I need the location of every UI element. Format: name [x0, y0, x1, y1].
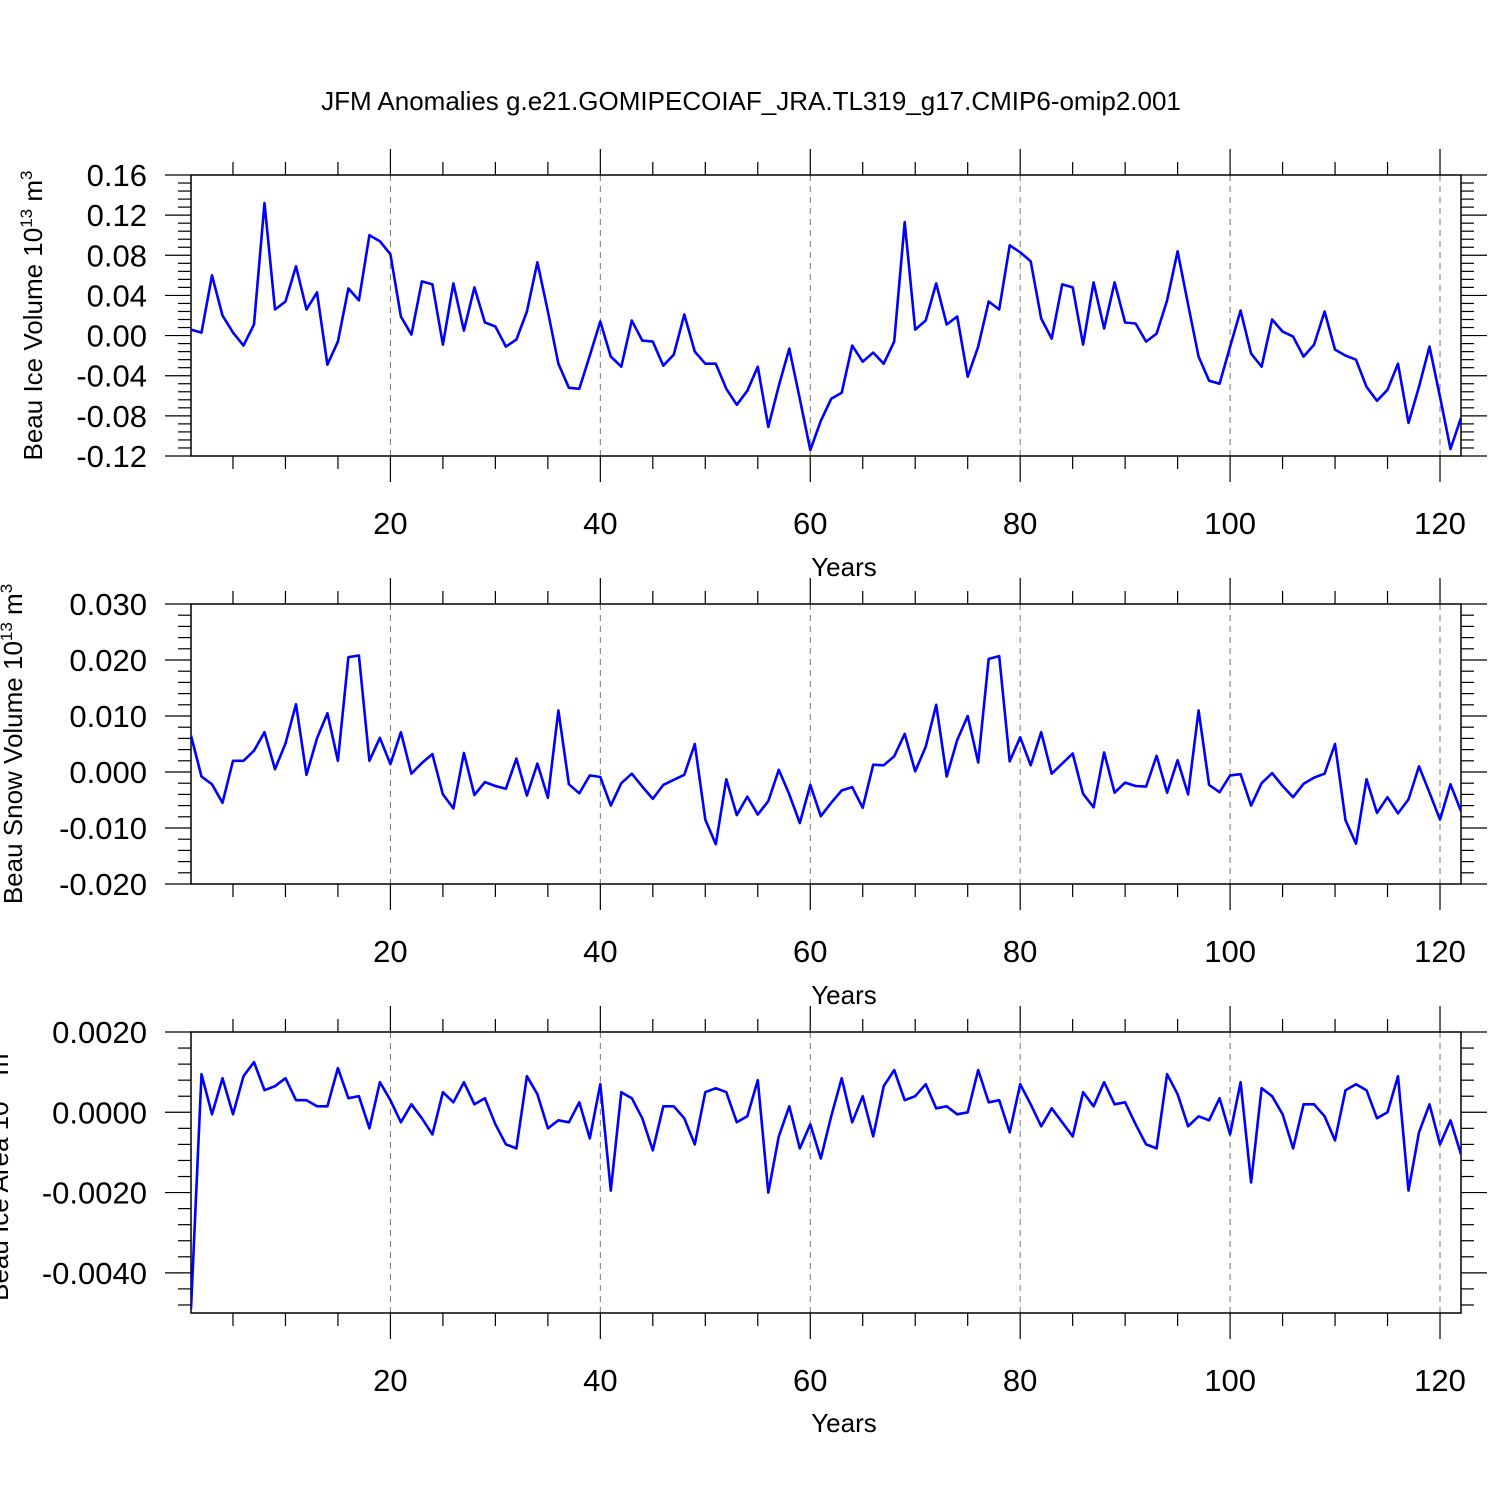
y-tick-label: -0.0020	[42, 1176, 147, 1211]
y-tick-label: 0.030	[69, 587, 147, 622]
y-tick-label: 0.12	[87, 198, 147, 233]
series-line-2	[191, 654, 1461, 846]
y-tick-label: 0.04	[87, 278, 147, 313]
x-tick-label: 120	[1414, 1363, 1466, 1398]
y-axis-label-unit: m	[18, 180, 48, 209]
x-tick-label: 60	[793, 934, 827, 969]
x-tick-label: 60	[793, 506, 827, 541]
panel-3: 20 40 60 80 100 120 -0.0040 -0.0020 0.0000 0.0020…	[0, 1006, 1487, 1438]
y-tick-label: -0.0040	[42, 1256, 147, 1291]
x-tick-label: 120	[1414, 934, 1466, 969]
y-tick-label: 0.08	[87, 238, 147, 273]
y-axis-label-text: Beau Ice Area 10	[0, 1101, 14, 1300]
x-tick-label: 80	[1003, 934, 1037, 969]
y-axis-label-unit-exponent: 3	[0, 584, 16, 593]
y-tick-label: -0.04	[76, 359, 147, 394]
plot-frame	[190, 603, 1462, 885]
y-tick-label: 0.16	[87, 158, 147, 193]
y-axis-label: Beau Ice Volume 1013 m3	[17, 171, 48, 461]
panel-2: 20 40 60 80 100 120 -0.020 -0.010 0.000 0.010 0.02…	[0, 578, 1487, 1010]
y-axis-label-text: Beau Snow Volume 10	[0, 641, 28, 904]
y-axis-label-exponent: 13	[17, 209, 36, 228]
plot-frame	[190, 1031, 1462, 1314]
y-tick-label: -0.12	[76, 439, 147, 474]
x-axis-label: Years	[811, 552, 877, 582]
y-tick-label: -0.020	[59, 867, 147, 902]
y-axis-label-text: Beau Ice Volume 10	[18, 228, 48, 461]
y-tick-label: -0.010	[59, 811, 147, 846]
series-line-1	[191, 201, 1461, 452]
plot-frame	[190, 174, 1462, 457]
y-axis-label-unit-exponent: 2	[0, 1044, 2, 1053]
y-axis-label-unit-exponent: 3	[17, 171, 36, 180]
y-axis-label-unit: m	[0, 593, 28, 622]
series-line-3	[191, 1060, 1461, 1310]
x-tick-label: 120	[1414, 506, 1466, 541]
y-axis-label: Beau Ice Area 1013 m2	[0, 1044, 14, 1301]
y-tick-label: -0.08	[76, 399, 147, 434]
y-tick-label: 0.0000	[52, 1095, 147, 1130]
x-tick-label: 100	[1204, 506, 1256, 541]
x-tick-label: 20	[373, 934, 407, 969]
x-tick-label: 60	[793, 1363, 827, 1398]
y-axis-label: Beau Snow Volume 1013 m3	[0, 584, 28, 904]
y-tick-label: 0.000	[69, 755, 147, 790]
y-tick-label: 0.020	[69, 643, 147, 678]
y-tick-label: 0.010	[69, 699, 147, 734]
x-tick-label: 100	[1204, 1363, 1256, 1398]
x-tick-label: 20	[373, 1363, 407, 1398]
x-tick-label: 40	[583, 1363, 617, 1398]
x-tick-label: 100	[1204, 934, 1256, 969]
y-tick-label: 0.00	[87, 319, 147, 354]
x-tick-label: 80	[1003, 506, 1037, 541]
y-axis-label-exponent: 13	[0, 1082, 2, 1101]
y-axis-label-unit: m	[0, 1054, 14, 1083]
figure-title: JFM Anomalies g.e21.GOMIPECOIAF_JRA.TL31…	[321, 86, 1181, 116]
y-tick-label: 0.0020	[52, 1015, 147, 1050]
panel-1: 20 40 60 80 100 120 -0.12 -0.08 -0.04 0.00 0.04 0.0…	[17, 149, 1487, 582]
x-tick-label: 80	[1003, 1363, 1037, 1398]
x-tick-label: 40	[583, 506, 617, 541]
x-axis-label: Years	[811, 1408, 877, 1438]
x-axis-label: Years	[811, 980, 877, 1010]
x-tick-label: 20	[373, 506, 407, 541]
y-axis-label-exponent: 13	[0, 622, 16, 641]
x-tick-label: 40	[583, 934, 617, 969]
